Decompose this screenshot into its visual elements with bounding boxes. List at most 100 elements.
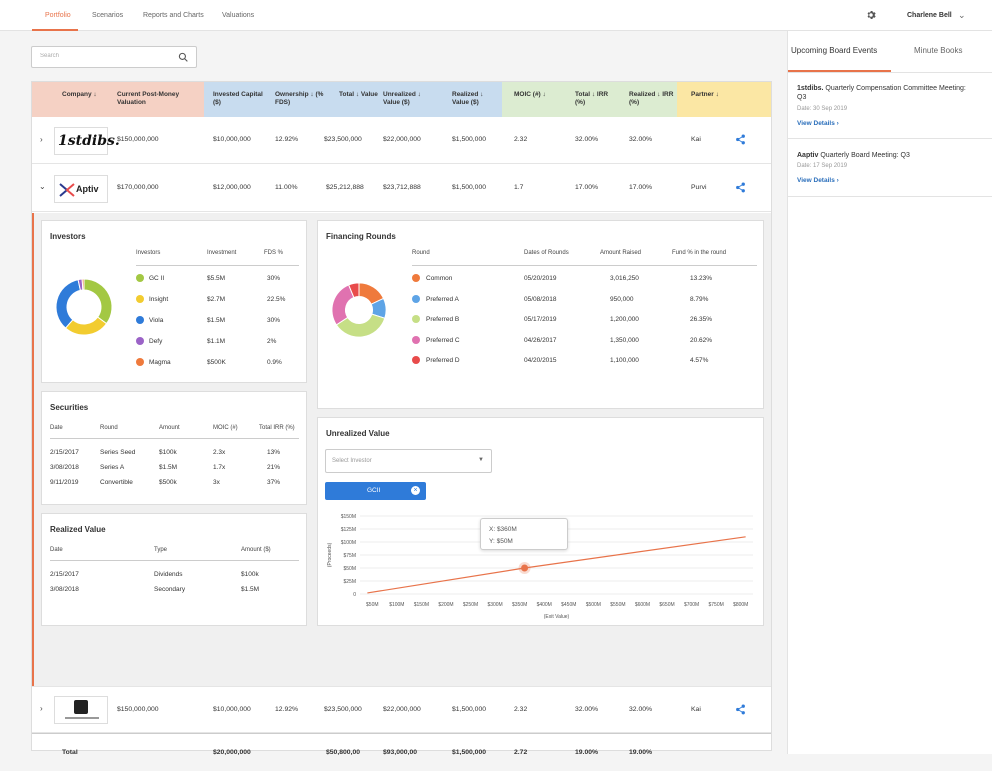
round-fund-pct: 8.79% — [690, 295, 709, 303]
tab-reports-and-charts[interactable]: Reports and Charts — [143, 12, 204, 19]
cell-valuation: $150,000,000 — [117, 706, 159, 713]
chevron-down-icon[interactable]: ⌄ — [958, 10, 966, 20]
cell-ownership: 11.00% — [275, 184, 298, 191]
x-tick-label: $350M — [512, 602, 527, 608]
total-total-value: $50,800,00 — [326, 749, 361, 756]
divider — [136, 265, 299, 266]
header-company[interactable]: Company ↓ — [62, 91, 97, 98]
search-input[interactable] — [40, 53, 170, 59]
header-invested[interactable]: Invested Capital ($) — [213, 91, 263, 106]
table-row[interactable]: › 1stdibs. $150,000,000 $10,000,000 12.9… — [32, 117, 771, 164]
round-amount: 1,100,000 — [610, 357, 639, 364]
cell-realized-irr: 17.00% — [629, 184, 653, 191]
divider — [788, 196, 992, 197]
unrealized-value-card: Unrealized Value Select Investor ▼ GCII … — [317, 417, 764, 626]
share-icon[interactable] — [735, 704, 746, 715]
legend-dot-icon — [412, 335, 420, 344]
x-tick-label: $50M — [366, 602, 379, 608]
gear-icon[interactable] — [866, 10, 876, 20]
chevron-right-icon[interactable]: › — [40, 704, 43, 713]
chevron-right-icon[interactable]: › — [40, 135, 43, 144]
round-fund-pct: 26.35% — [690, 316, 713, 323]
company-logo-wordmark — [65, 717, 99, 719]
tab-scenarios[interactable]: Scenarios — [92, 12, 124, 19]
user-name[interactable]: Charlene Bell — [907, 12, 952, 19]
x-tick-label: $700M — [684, 602, 699, 608]
financing-header-dates: Dates of Rounds — [524, 250, 569, 256]
donut-slice — [348, 282, 360, 299]
cell-total-value: $23,500,000 — [324, 706, 362, 713]
financing-rounds-card: Financing Rounds Round Dates of Rounds A… — [317, 220, 764, 409]
security-date: 3/08/2018 — [50, 464, 79, 471]
header-unrealized[interactable]: Unrealized ↓ Value ($) — [383, 91, 421, 106]
company-name: Aptiv — [76, 184, 99, 194]
security-round: Series A — [100, 464, 125, 471]
legend-dot-icon — [136, 274, 144, 282]
total-label: Total — [62, 749, 78, 756]
round-fund-pct: 20.62% — [690, 336, 713, 344]
investor-chip[interactable]: GCII × — [325, 482, 426, 500]
y-tick-label: $25M — [343, 579, 356, 585]
realized-amount: $100k — [241, 571, 259, 578]
tab-portfolio[interactable]: Portfolio — [45, 12, 71, 19]
cell-unrealized: $22,000,000 — [383, 136, 421, 143]
chip-close-icon[interactable]: × — [411, 486, 420, 495]
donut-slice — [81, 278, 85, 291]
aptiv-logo-mark-icon — [59, 183, 75, 197]
header-ownership[interactable]: Ownership ↓ (% FDS) — [275, 91, 324, 106]
round-date: 04/26/2017 — [524, 336, 557, 344]
x-tick-label: $550M — [610, 602, 625, 608]
divider — [788, 72, 992, 73]
realized-type: Dividends — [154, 571, 183, 578]
header-post-money[interactable]: Current Post-Money Valuation — [117, 91, 180, 106]
tab-upcoming-board-events[interactable]: Upcoming Board Events — [791, 46, 878, 55]
investor-investment: $5.5M — [207, 275, 226, 282]
header-realized-irr[interactable]: Realized ↓ IRR (%) — [629, 91, 674, 106]
security-round: Convertible — [100, 479, 133, 486]
security-irr: 13% — [267, 449, 281, 456]
header-partner[interactable]: Partner ↓ — [691, 91, 719, 98]
legend-dot-icon — [136, 358, 144, 366]
header-total-value[interactable]: Total ↓ Value — [339, 91, 378, 98]
y-tick-label: 0 — [353, 592, 356, 598]
view-details-link[interactable]: View Details › — [797, 177, 839, 184]
round-name: Preferred A — [426, 295, 459, 303]
search-icon[interactable] — [178, 52, 189, 63]
realized-amount: $1.5M — [241, 586, 260, 593]
header-group-partner — [677, 82, 771, 117]
total-moic: 2.72 — [514, 749, 528, 756]
round-name: Common — [426, 275, 453, 282]
legend-dot-icon — [412, 274, 420, 282]
securities-card: Securities Date Round Amount MOIC (#) To… — [41, 391, 307, 505]
share-icon[interactable] — [735, 182, 746, 193]
table-row[interactable]: › $150,000,000 $10,000,000 12.92% $23,50… — [32, 686, 771, 733]
investor-select[interactable]: Select Investor ▼ — [325, 449, 492, 473]
round-amount: 1,350,000 — [610, 336, 639, 344]
header-moic[interactable]: MOIC (#) ↓ — [514, 91, 546, 98]
round-date: 05/08/2018 — [524, 295, 557, 303]
header-realized[interactable]: Realized ↓ Value ($) — [452, 91, 484, 106]
header-group-company — [32, 82, 204, 117]
header-total-irr[interactable]: Total ↓ IRR (%) — [575, 91, 609, 106]
x-tick-label: $400M — [537, 602, 552, 608]
x-tick-label: $500M — [586, 602, 601, 608]
tab-minute-books[interactable]: Minute Books — [914, 46, 963, 55]
view-details-link[interactable]: View Details › — [797, 120, 839, 127]
highlight-point[interactable] — [521, 564, 529, 572]
share-icon[interactable] — [735, 134, 746, 145]
event-company: Aaptiv — [797, 152, 819, 159]
legend-dot-icon — [136, 316, 144, 324]
donut-slice — [335, 313, 386, 338]
investor-name: Viola — [149, 317, 164, 324]
table-row[interactable]: ⌄ Aptiv $170,000,000 $12,000,000 11.00% … — [32, 165, 771, 212]
donut-slice — [55, 279, 81, 329]
investor-fds: 30% — [267, 275, 281, 282]
tab-valuations[interactable]: Valuations — [222, 12, 255, 19]
investor-name: GC II — [149, 275, 165, 282]
company-logo-mark-icon — [74, 700, 88, 714]
chevron-down-icon[interactable]: ⌄ — [39, 182, 46, 191]
tooltip-x: X: $360M — [489, 526, 517, 533]
company-name: 1stdibs. — [58, 133, 120, 149]
cell-valuation: $170,000,000 — [117, 184, 159, 191]
round-date: 05/17/2019 — [524, 316, 557, 323]
